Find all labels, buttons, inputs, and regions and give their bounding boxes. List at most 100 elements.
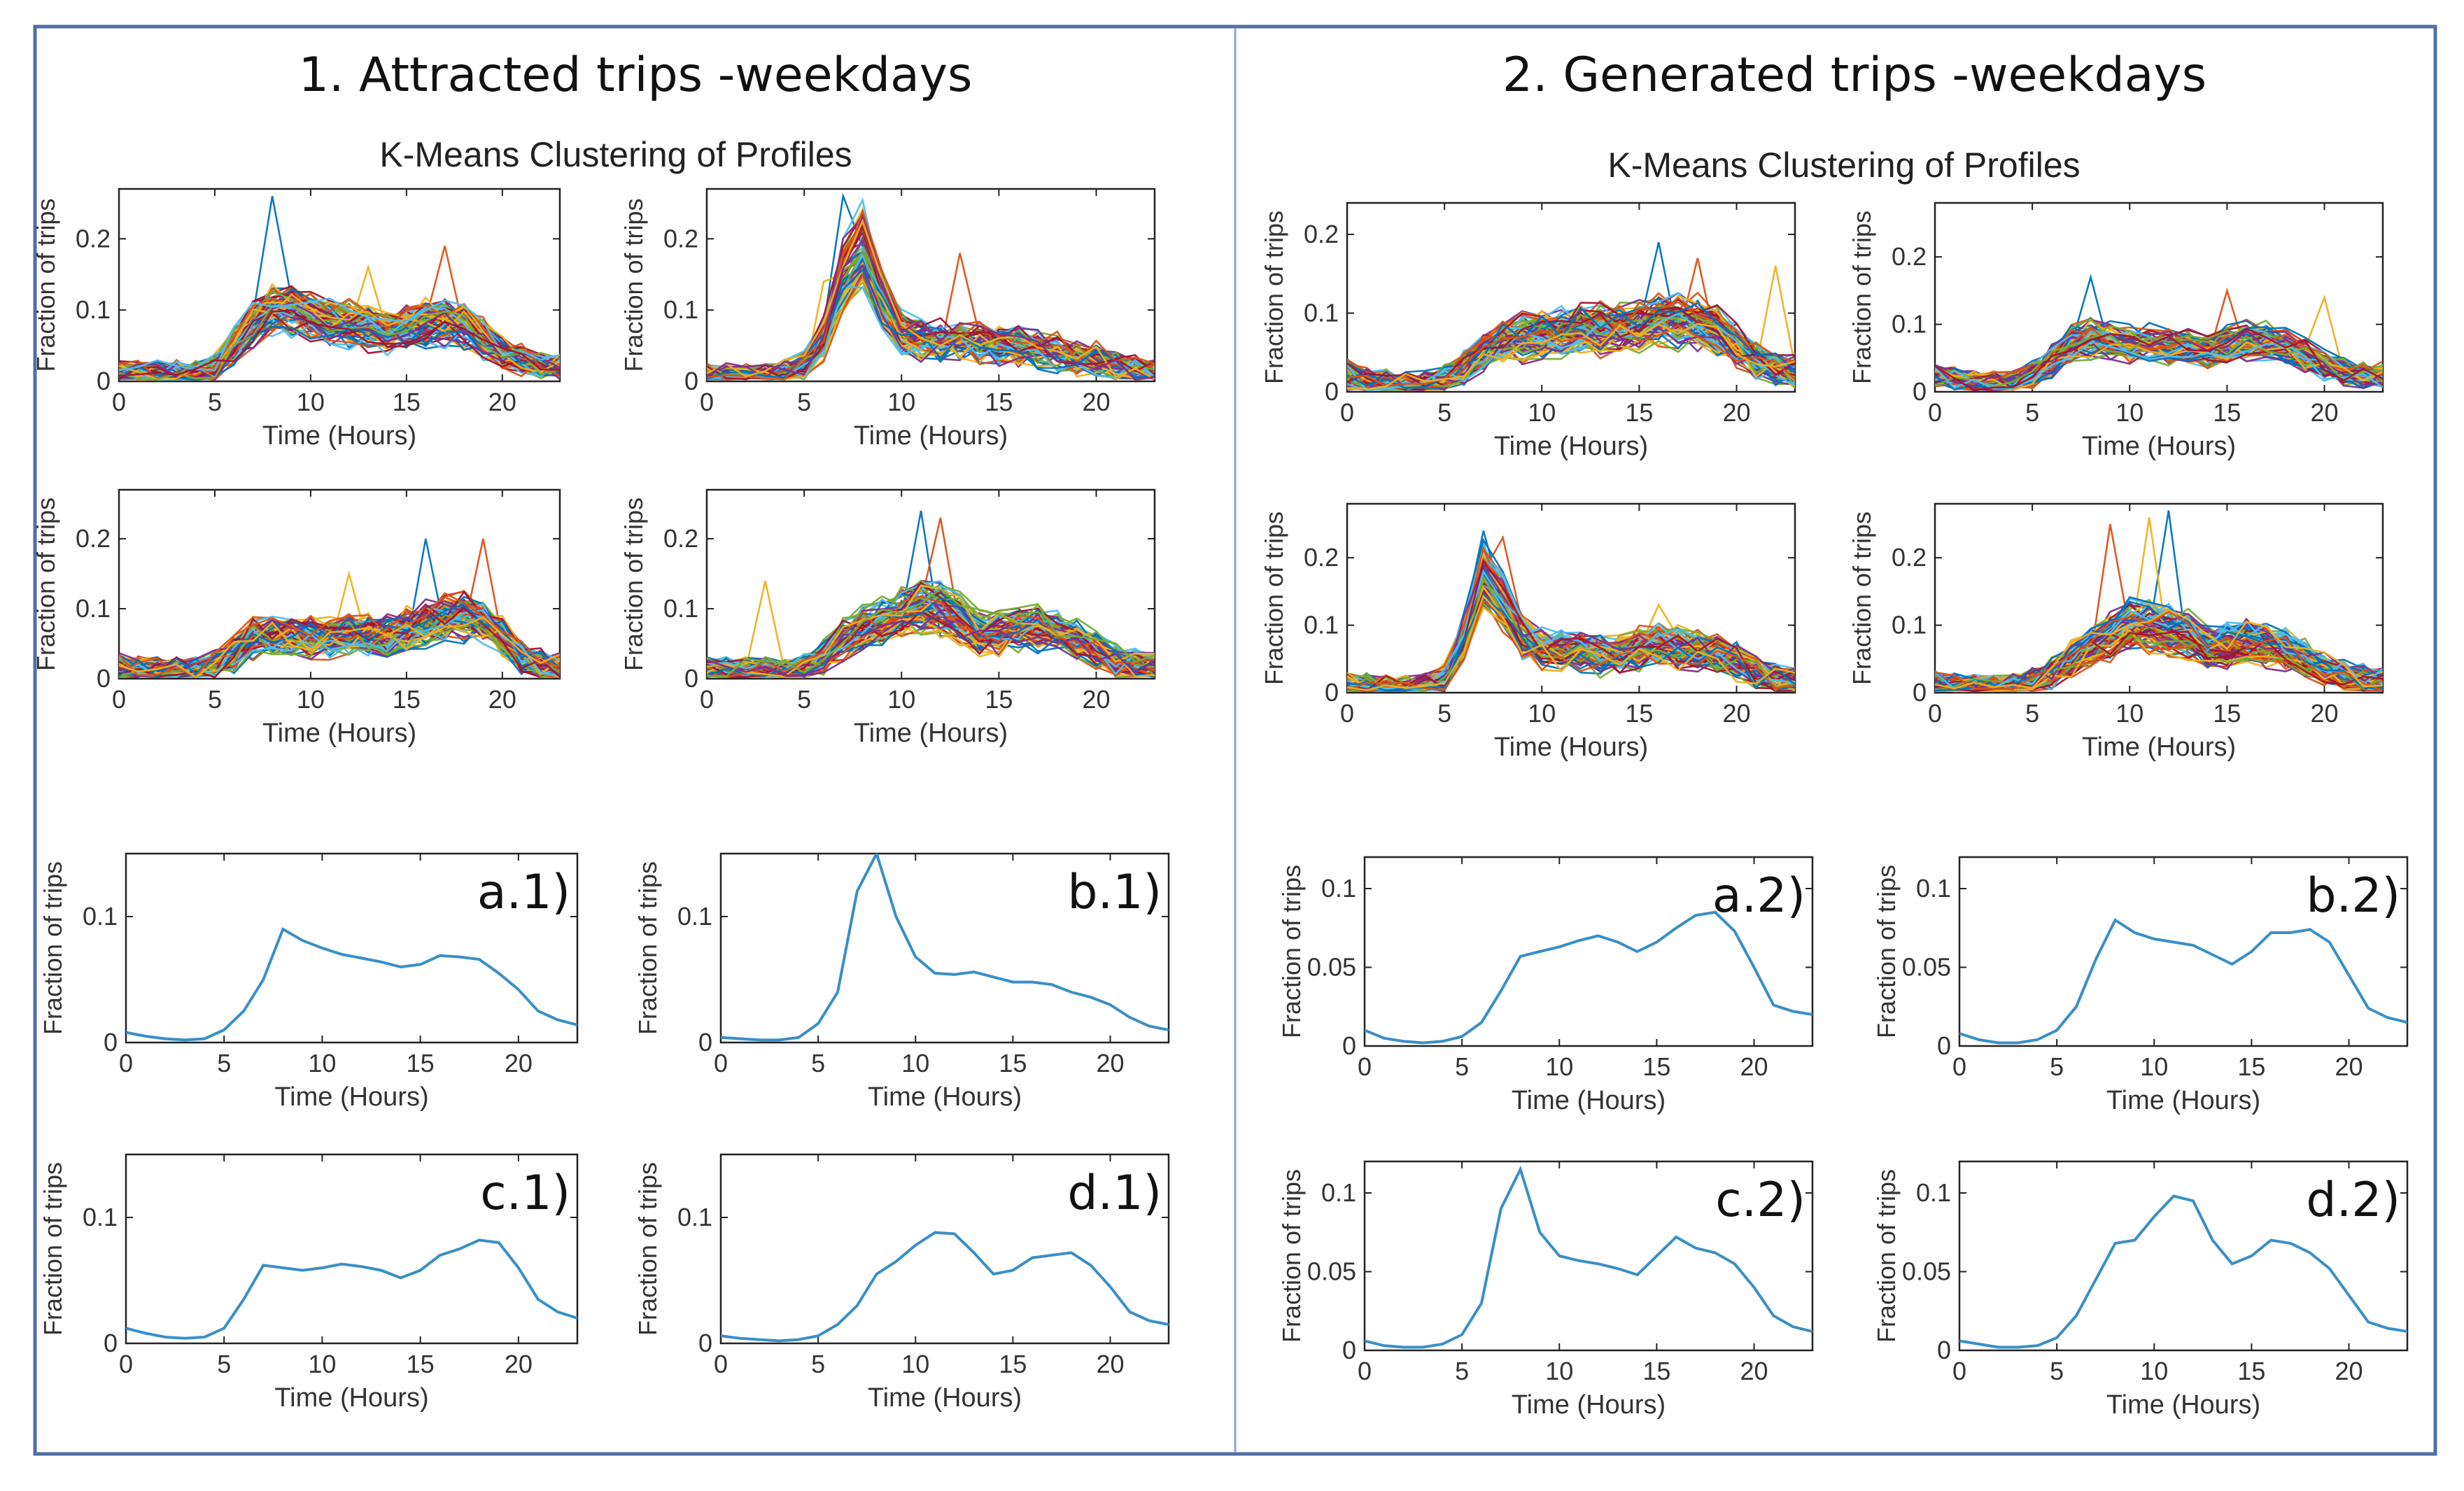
y-axis-label: Fraction of trips	[1872, 1169, 1901, 1343]
x-tick-label: 20	[2335, 1052, 2363, 1081]
axes-box	[719, 1153, 1170, 1345]
centroid-line	[126, 927, 577, 1042]
x-tick-label: 5	[217, 1350, 231, 1378]
plot-area	[1347, 242, 1795, 392]
chart-k2-4: 0 5 10 15 20 0 0.1 0.2 Time (Hours) Fraction of t…	[1847, 502, 2384, 762]
x-tick-label: 15	[2213, 699, 2241, 728]
panel-tag-b1: b.1)	[1067, 865, 1162, 920]
x-tick-label: 5	[208, 388, 222, 416]
x-tick-label: 15	[999, 1049, 1027, 1077]
profile-line	[1347, 323, 1795, 390]
y-tick-label: 0.1	[1916, 874, 1951, 903]
x-axis-label: Time (Hours)	[2106, 1390, 2260, 1420]
x-tick-label: 20	[1082, 685, 1110, 714]
chart-b1: 0 5 10 15 20 0 0.1 Time (Hours) Fraction of trip…	[633, 852, 1170, 1112]
x-tick-label: 10	[297, 685, 325, 714]
panel-2-title: 2. Generated trips -weekdays	[1502, 48, 2206, 103]
x-tick-label: 0	[112, 685, 126, 714]
x-tick-label: 15	[985, 388, 1013, 416]
x-tick-label: 10	[1528, 699, 1556, 728]
y-tick-label: 0.1	[663, 295, 698, 324]
chart-b2: 0 5 10 15 20 0 0.05 0.1 Time (Hours) Fraction of …	[1872, 856, 2409, 1115]
x-axis-label: Time (Hours)	[854, 719, 1008, 748]
axes-box	[1958, 1160, 2409, 1352]
panel-1-cluster-title: K-Means Clustering of Profiles	[379, 135, 852, 174]
x-axis-label: Time (Hours)	[868, 1082, 1022, 1112]
y-tick-label: 0.1	[83, 1203, 118, 1231]
y-tick-label: 0.1	[76, 594, 111, 623]
y-tick-label: 0.1	[1304, 299, 1339, 327]
outer-frame	[33, 24, 2437, 1456]
profile-line	[1935, 326, 2383, 386]
x-tick-label: 5	[1437, 699, 1451, 728]
x-tick-label: 5	[2050, 1357, 2064, 1385]
y-tick-label: 0	[684, 367, 698, 395]
y-axis-label: Fraction of trips	[31, 198, 60, 372]
x-tick-label: 20	[1082, 388, 1110, 416]
profile-line	[1935, 609, 2383, 690]
x-tick-label: 0	[112, 388, 126, 416]
panel-1-title: 1. Attracted trips -weekdays	[299, 48, 973, 103]
x-tick-label: 0	[700, 685, 714, 714]
profile-line	[1935, 634, 2383, 692]
profile-line	[707, 588, 1155, 678]
profile-line	[119, 297, 560, 372]
profile-line	[707, 591, 1155, 675]
profile-line	[119, 309, 560, 377]
profile-line	[1347, 312, 1795, 392]
plot-area	[1959, 918, 2407, 1045]
profile-line	[707, 610, 1155, 676]
profile-line	[1935, 608, 2383, 690]
x-tick-label: 10	[887, 685, 915, 714]
x-tick-label: 10	[2115, 398, 2143, 427]
profile-line	[1347, 600, 1795, 691]
y-tick-label: 0.1	[677, 1203, 712, 1231]
x-tick-label: 10	[297, 388, 325, 416]
x-tick-label: 10	[1545, 1052, 1573, 1081]
charts-layer: 0 5 10 15 20 0 0.1 0.2 Time (Hours) Fraction of t…	[31, 188, 2409, 1420]
y-tick-label: 0	[1325, 678, 1339, 707]
y-tick-label: 0.2	[1892, 543, 1927, 572]
x-tick-label: 10	[2140, 1357, 2168, 1385]
x-tick-label: 15	[1642, 1357, 1670, 1385]
centroid-line	[126, 1238, 577, 1340]
x-tick-label: 10	[901, 1350, 929, 1378]
x-tick-label: 0	[700, 388, 714, 416]
x-tick-label: 5	[217, 1049, 231, 1077]
y-tick-label: 0	[1325, 377, 1339, 406]
profile-line	[1347, 319, 1795, 388]
x-tick-label: 15	[2237, 1357, 2265, 1385]
y-tick-label: 0	[104, 1028, 118, 1057]
chart-k2-3: 0 5 10 15 20 0 0.1 0.2 Time (Hours) Fraction of t…	[1260, 502, 1796, 762]
y-tick-label: 0	[1937, 1336, 1951, 1364]
y-tick-label: 0.1	[677, 902, 712, 931]
y-tick-label: 0.2	[663, 224, 698, 253]
y-tick-label: 0	[1913, 678, 1927, 707]
profile-line	[1347, 559, 1795, 692]
y-tick-label: 0.1	[76, 295, 111, 324]
y-tick-label: 0	[1937, 1031, 1951, 1060]
y-axis-label: Fraction of trips	[1872, 865, 1901, 1038]
x-axis-label: Time (Hours)	[1494, 432, 1648, 461]
profile-line	[1347, 578, 1795, 693]
chart-k2-2: 0 5 10 15 20 0 0.1 0.2 Time (Hours) Fraction of t…	[1847, 202, 2384, 461]
x-tick-label: 5	[2050, 1052, 2064, 1081]
x-tick-label: 20	[1096, 1049, 1124, 1077]
x-tick-label: 10	[887, 388, 915, 416]
x-tick-label: 15	[1625, 699, 1653, 728]
x-tick-label: 20	[2310, 699, 2338, 728]
y-axis-label: Fraction of trips	[38, 861, 67, 1035]
x-tick-label: 0	[119, 1350, 133, 1378]
x-tick-label: 15	[1625, 398, 1653, 427]
x-tick-label: 5	[811, 1350, 825, 1378]
y-tick-label: 0	[104, 1329, 118, 1357]
profile-line	[119, 616, 560, 679]
y-tick-label: 0.1	[83, 902, 118, 931]
centroid-line	[1959, 918, 2407, 1045]
x-tick-label: 0	[1928, 699, 1942, 728]
x-tick-label: 20	[2335, 1357, 2363, 1385]
profile-line	[119, 304, 560, 381]
plot-area	[119, 538, 560, 679]
y-tick-label: 0.1	[1304, 611, 1339, 639]
